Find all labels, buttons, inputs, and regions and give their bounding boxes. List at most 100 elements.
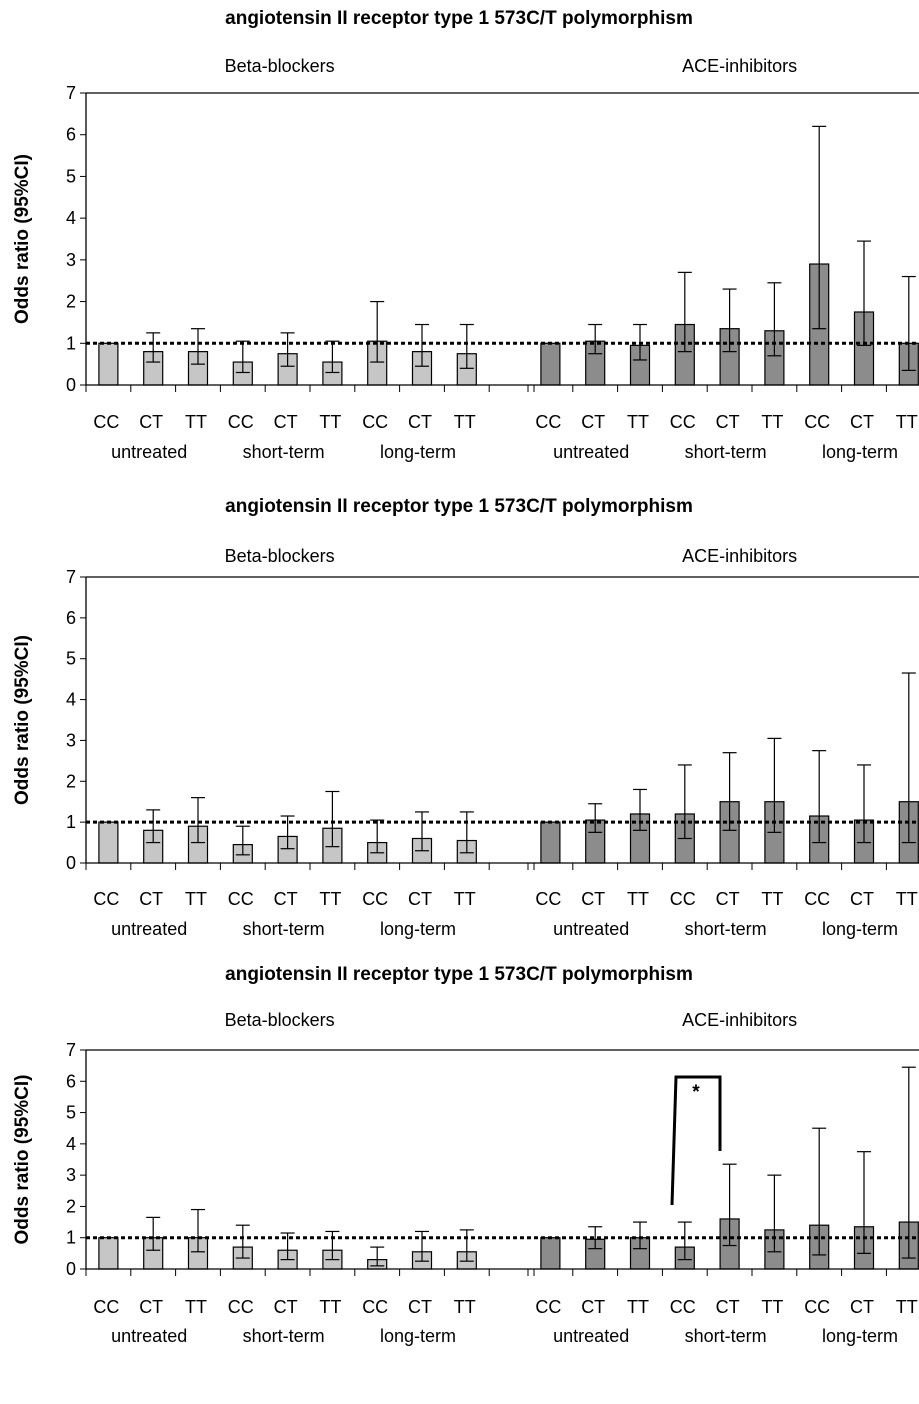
y-tick-label: 2 (66, 1196, 76, 1216)
y-axis-label: Odds ratio (95%CI) (12, 154, 33, 324)
period-label: long-term (822, 919, 898, 939)
genotype-label: CT (274, 889, 298, 909)
y-tick-label: 0 (66, 853, 76, 873)
genotype-label: TT (185, 889, 207, 909)
genotype-label: TT (454, 889, 476, 909)
genotype-label: CT (139, 889, 163, 909)
chart-title: angiotensin II receptor type 1 573C/T po… (225, 496, 693, 517)
genotype-label: CT (581, 1297, 605, 1317)
significance-bracket (670, 1075, 722, 1206)
genotype-label: TT (896, 889, 918, 909)
genotype-label: TT (185, 412, 207, 432)
genotype-label: CC (93, 412, 119, 432)
y-tick-label: 5 (66, 1103, 76, 1123)
period-label: untreated (553, 919, 629, 939)
y-tick-label: 2 (66, 771, 76, 791)
y-tick-label: 5 (66, 649, 76, 669)
y-tick-label: 2 (66, 292, 76, 312)
y-tick-label: 3 (66, 250, 76, 270)
chart-title: angiotensin II receptor type 1 573C/T po… (225, 8, 693, 29)
period-label: short-term (243, 1326, 325, 1346)
period-label: long-term (822, 442, 898, 462)
bar (540, 1237, 561, 1270)
genotype-label: CT (850, 889, 874, 909)
period-label: short-term (685, 442, 767, 462)
bar (98, 821, 119, 864)
chart-3: angiotensin II receptor type 1 573C/T po… (12, 964, 919, 1346)
genotype-label: CC (228, 889, 254, 909)
panel-label: Beta-blockers (225, 56, 335, 76)
genotype-label: CC (93, 1297, 119, 1317)
genotype-label: CT (408, 1297, 432, 1317)
genotype-label: TT (627, 1297, 649, 1317)
y-axis-label: Odds ratio (95%CI) (12, 635, 33, 805)
genotype-label: CT (716, 412, 740, 432)
y-tick-label: 0 (66, 1259, 76, 1279)
genotype-label: CT (716, 889, 740, 909)
y-tick-label: 7 (66, 83, 76, 103)
panel-label: ACE-inhibitors (682, 1010, 797, 1030)
y-tick-label: 4 (66, 208, 76, 228)
y-tick-label: 7 (66, 1040, 76, 1060)
genotype-label: CC (362, 889, 388, 909)
genotype-label: TT (319, 1297, 341, 1317)
genotype-label: TT (627, 412, 649, 432)
y-tick-label: 1 (66, 333, 76, 353)
period-label: untreated (553, 442, 629, 462)
genotype-label: CC (804, 889, 830, 909)
period-label: short-term (243, 919, 325, 939)
genotype-label: TT (454, 1297, 476, 1317)
period-label: long-term (380, 442, 456, 462)
genotype-label: CT (850, 1297, 874, 1317)
genotype-label: TT (761, 1297, 783, 1317)
period-label: untreated (553, 1326, 629, 1346)
genotype-label: CT (274, 412, 298, 432)
genotype-label: CC (535, 1297, 561, 1317)
genotype-label: CC (362, 1297, 388, 1317)
y-tick-label: 4 (66, 1134, 76, 1154)
genotype-label: TT (319, 889, 341, 909)
y-tick-label: 1 (66, 812, 76, 832)
genotype-label: CC (228, 1297, 254, 1317)
y-tick-label: 6 (66, 608, 76, 628)
genotype-label: TT (627, 889, 649, 909)
panel-label: Beta-blockers (225, 546, 335, 566)
genotype-label: CC (804, 412, 830, 432)
period-label: long-term (380, 1326, 456, 1346)
genotype-label: CC (535, 412, 561, 432)
chart-2: angiotensin II receptor type 1 573C/T po… (12, 496, 919, 939)
genotype-label: CT (408, 889, 432, 909)
genotype-label: TT (896, 412, 918, 432)
genotype-label: CT (139, 1297, 163, 1317)
y-tick-label: 3 (66, 1165, 76, 1185)
period-label: short-term (243, 442, 325, 462)
genotype-label: TT (454, 412, 476, 432)
bar (540, 342, 561, 386)
y-tick-label: 6 (66, 125, 76, 145)
bar (98, 342, 119, 386)
period-label: untreated (111, 442, 187, 462)
y-tick-label: 3 (66, 730, 76, 750)
period-label: short-term (685, 1326, 767, 1346)
genotype-label: TT (761, 412, 783, 432)
y-tick-label: 6 (66, 1071, 76, 1091)
genotype-label: CC (93, 889, 119, 909)
y-tick-label: 7 (66, 567, 76, 587)
chart-title: angiotensin II receptor type 1 573C/T po… (225, 964, 693, 985)
period-label: untreated (111, 919, 187, 939)
period-label: untreated (111, 1326, 187, 1346)
genotype-label: CC (670, 1297, 696, 1317)
period-label: long-term (380, 919, 456, 939)
y-axis-label: Odds ratio (95%CI) (12, 1075, 33, 1245)
bar (540, 821, 561, 864)
genotype-label: CC (804, 1297, 830, 1317)
genotype-label: CC (362, 412, 388, 432)
y-tick-label: 5 (66, 166, 76, 186)
genotype-label: CC (670, 412, 696, 432)
chart-1: angiotensin II receptor type 1 573C/T po… (12, 8, 919, 462)
genotype-label: TT (185, 1297, 207, 1317)
genotype-label: CT (716, 1297, 740, 1317)
genotype-label: CC (670, 889, 696, 909)
panel-label: Beta-blockers (225, 1010, 335, 1030)
